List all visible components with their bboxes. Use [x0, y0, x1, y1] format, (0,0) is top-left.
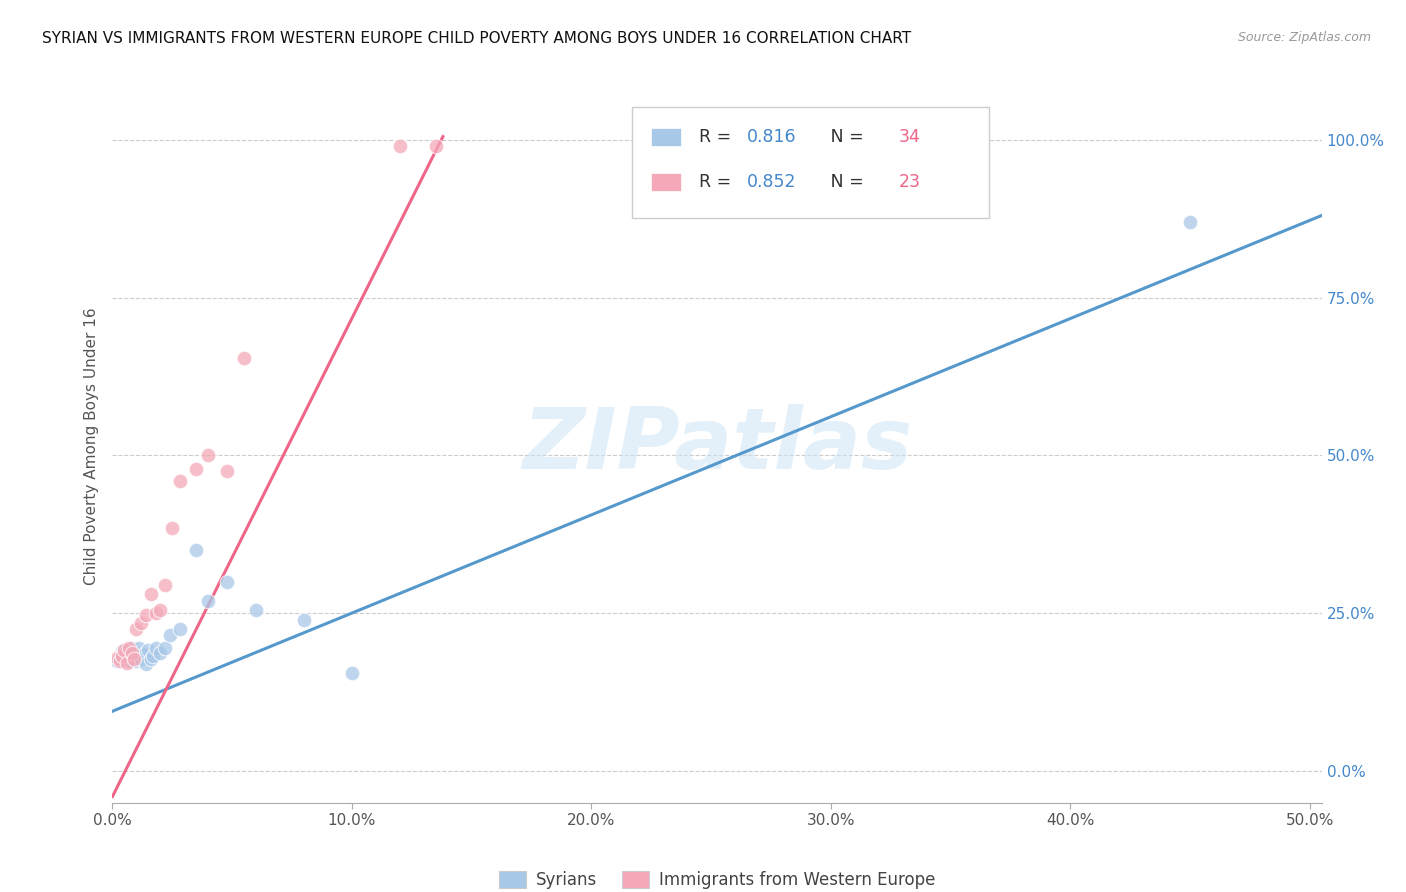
Point — [1178, 215, 1201, 229]
Point — [135, 607, 157, 622]
Point — [115, 648, 138, 662]
Text: ZIPatlas: ZIPatlas — [522, 404, 912, 488]
Text: R =: R = — [699, 173, 737, 191]
Point — [233, 351, 256, 365]
Point — [197, 593, 219, 607]
Point — [122, 652, 145, 666]
Point — [292, 613, 315, 627]
Point — [121, 649, 143, 664]
Point — [169, 474, 191, 488]
Point — [121, 646, 143, 660]
Point — [197, 449, 219, 463]
Point — [114, 648, 136, 663]
Text: 34: 34 — [898, 128, 921, 146]
Point — [118, 646, 141, 660]
Point — [115, 643, 138, 657]
Point — [186, 543, 208, 558]
Point — [115, 656, 138, 670]
Point — [129, 615, 152, 630]
Point — [169, 622, 191, 636]
Y-axis label: Child Poverty Among Boys Under 16: Child Poverty Among Boys Under 16 — [83, 307, 98, 585]
Point — [125, 622, 148, 636]
Point — [142, 649, 165, 664]
Point — [128, 641, 150, 656]
Text: 0.816: 0.816 — [748, 128, 797, 146]
Point — [108, 650, 131, 665]
Point — [217, 574, 239, 589]
Point — [114, 643, 136, 657]
Point — [125, 646, 148, 660]
Point — [118, 641, 141, 656]
Bar — [651, 128, 681, 146]
Point — [138, 643, 160, 657]
Point — [111, 649, 134, 664]
Point — [129, 652, 152, 666]
Bar — [651, 173, 681, 191]
Text: N =: N = — [814, 128, 869, 146]
Text: 23: 23 — [898, 173, 921, 191]
Point — [114, 652, 136, 666]
Legend: Syrians, Immigrants from Western Europe: Syrians, Immigrants from Western Europe — [492, 864, 942, 892]
Point — [388, 139, 411, 153]
Point — [105, 650, 128, 665]
Point — [245, 603, 267, 617]
Point — [217, 464, 239, 478]
Point — [105, 654, 128, 668]
Point — [149, 603, 172, 617]
Point — [186, 462, 208, 476]
Point — [108, 654, 131, 668]
Point — [122, 650, 145, 665]
Point — [132, 648, 155, 662]
Point — [145, 641, 167, 656]
Point — [135, 657, 157, 671]
Text: N =: N = — [814, 173, 869, 191]
Point — [425, 139, 447, 153]
Point — [153, 641, 176, 656]
Point — [159, 628, 181, 642]
Text: SYRIAN VS IMMIGRANTS FROM WESTERN EUROPE CHILD POVERTY AMONG BOYS UNDER 16 CORRE: SYRIAN VS IMMIGRANTS FROM WESTERN EUROPE… — [42, 31, 911, 46]
Point — [149, 646, 172, 660]
Text: R =: R = — [699, 128, 737, 146]
Point — [121, 641, 143, 656]
Text: Source: ZipAtlas.com: Source: ZipAtlas.com — [1237, 31, 1371, 45]
Point — [111, 644, 134, 658]
Point — [139, 587, 162, 601]
Point — [162, 521, 184, 535]
FancyBboxPatch shape — [633, 107, 988, 218]
Point — [125, 654, 148, 668]
Text: 0.852: 0.852 — [748, 173, 797, 191]
Point — [340, 666, 363, 681]
Point — [118, 654, 141, 668]
Point — [111, 648, 134, 662]
Point — [153, 578, 176, 592]
Point — [145, 607, 167, 621]
Point — [139, 652, 162, 666]
